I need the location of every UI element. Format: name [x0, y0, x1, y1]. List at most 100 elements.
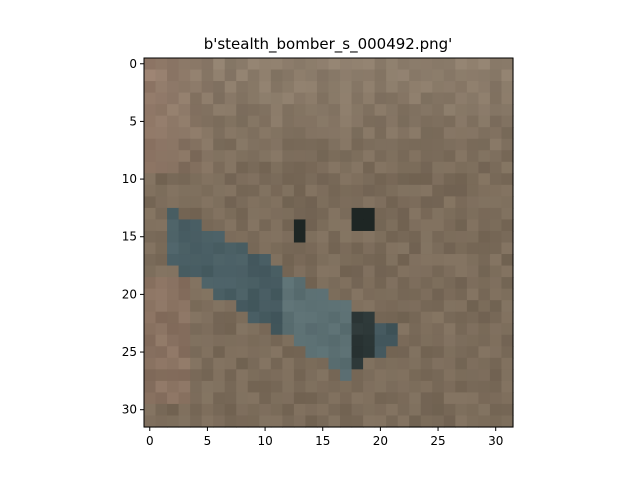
image-pixel [409, 81, 422, 94]
image-pixel [489, 184, 503, 197]
image-pixel [420, 334, 433, 347]
image-pixel [144, 219, 157, 232]
image-pixel [293, 323, 307, 336]
image-pixel [397, 127, 410, 140]
image-pixel [340, 219, 353, 232]
image-pixel [340, 380, 353, 394]
image-pixel [259, 127, 272, 140]
image-pixel [270, 403, 283, 417]
image-pixel [305, 58, 318, 71]
image-pixel [455, 265, 468, 278]
image-pixel [386, 265, 399, 278]
image-pixel [328, 265, 341, 278]
image-pixel [409, 173, 422, 186]
image-pixel [293, 104, 307, 117]
image-pixel [489, 265, 503, 278]
image-pixel [351, 150, 364, 163]
image-pixel [316, 392, 330, 405]
image-pixel [478, 81, 491, 94]
image-pixel [466, 69, 480, 82]
image-pixel [236, 207, 249, 221]
image-pixel [270, 380, 283, 394]
image-pixel [247, 230, 260, 244]
image-pixel [420, 380, 433, 394]
image-pixel [409, 69, 422, 82]
image-pixel [420, 115, 433, 128]
image-pixel [351, 242, 364, 255]
image-pixel [201, 403, 214, 417]
image-pixel [443, 207, 456, 221]
image-pixel [259, 288, 272, 301]
image-pixel [224, 334, 237, 347]
image-pixel [351, 207, 364, 221]
image-pixel [167, 58, 180, 71]
image-pixel [466, 277, 480, 290]
image-pixel [190, 127, 203, 140]
image-pixel [305, 403, 318, 417]
image-pixel [466, 265, 480, 278]
image-pixel [328, 173, 341, 186]
image-pixel [432, 369, 445, 382]
image-pixel [201, 138, 214, 151]
image-pixel [293, 392, 307, 405]
image-pixel [501, 300, 514, 313]
image-pixel [236, 334, 249, 347]
image-pixel [259, 104, 272, 117]
image-pixel [316, 369, 330, 382]
image-pixel [305, 300, 318, 313]
image-pixel [305, 415, 318, 428]
image-pixel [190, 173, 203, 186]
image-pixel [144, 323, 157, 336]
image-pixel [443, 380, 456, 394]
image-pixel [386, 311, 399, 324]
image-pixel [155, 415, 168, 428]
image-pixel [409, 150, 422, 163]
image-pixel [340, 242, 353, 255]
image-pixel [466, 380, 480, 394]
image-pixel [489, 58, 503, 71]
image-pixel [466, 242, 480, 255]
image-pixel [293, 219, 307, 232]
image-pixel [247, 265, 260, 278]
image-pixel [432, 184, 445, 197]
image-pixel [432, 254, 445, 267]
image-pixel [305, 127, 318, 140]
image-pixel [386, 254, 399, 267]
image-pixel [155, 334, 168, 347]
image-pixel [155, 300, 168, 313]
image-pixel [144, 81, 157, 94]
image-pixel [397, 230, 410, 244]
image-pixel [397, 115, 410, 128]
image-pixel [420, 127, 433, 140]
image-pixel [305, 346, 318, 359]
image-pixel [201, 161, 214, 174]
image-pixels [144, 58, 514, 428]
image-pixel [478, 69, 491, 82]
image-pixel [305, 392, 318, 405]
image-pixel [466, 81, 480, 94]
image-pixel [489, 357, 503, 370]
image-pixel [259, 265, 272, 278]
image-pixel [466, 254, 480, 267]
y-tick-label: 5 [129, 114, 137, 128]
image-pixel [409, 92, 422, 105]
image-pixel [213, 288, 226, 301]
image-pixel [386, 242, 399, 255]
image-pixel [270, 369, 283, 382]
image-pixel [363, 380, 376, 394]
image-pixel [386, 300, 399, 313]
image-pixel [293, 184, 307, 197]
image-pixel [351, 81, 364, 94]
image-pixel [259, 277, 272, 290]
image-pixel [259, 392, 272, 405]
image-pixel [501, 357, 514, 370]
image-pixel [466, 184, 480, 197]
image-pixel [236, 58, 249, 71]
image-pixel [144, 346, 157, 359]
image-pixel [489, 150, 503, 163]
image-pixel [236, 369, 249, 382]
image-pixel [236, 357, 249, 370]
image-pixel [190, 288, 203, 301]
image-pixel [363, 403, 376, 417]
image-pixel [190, 92, 203, 105]
